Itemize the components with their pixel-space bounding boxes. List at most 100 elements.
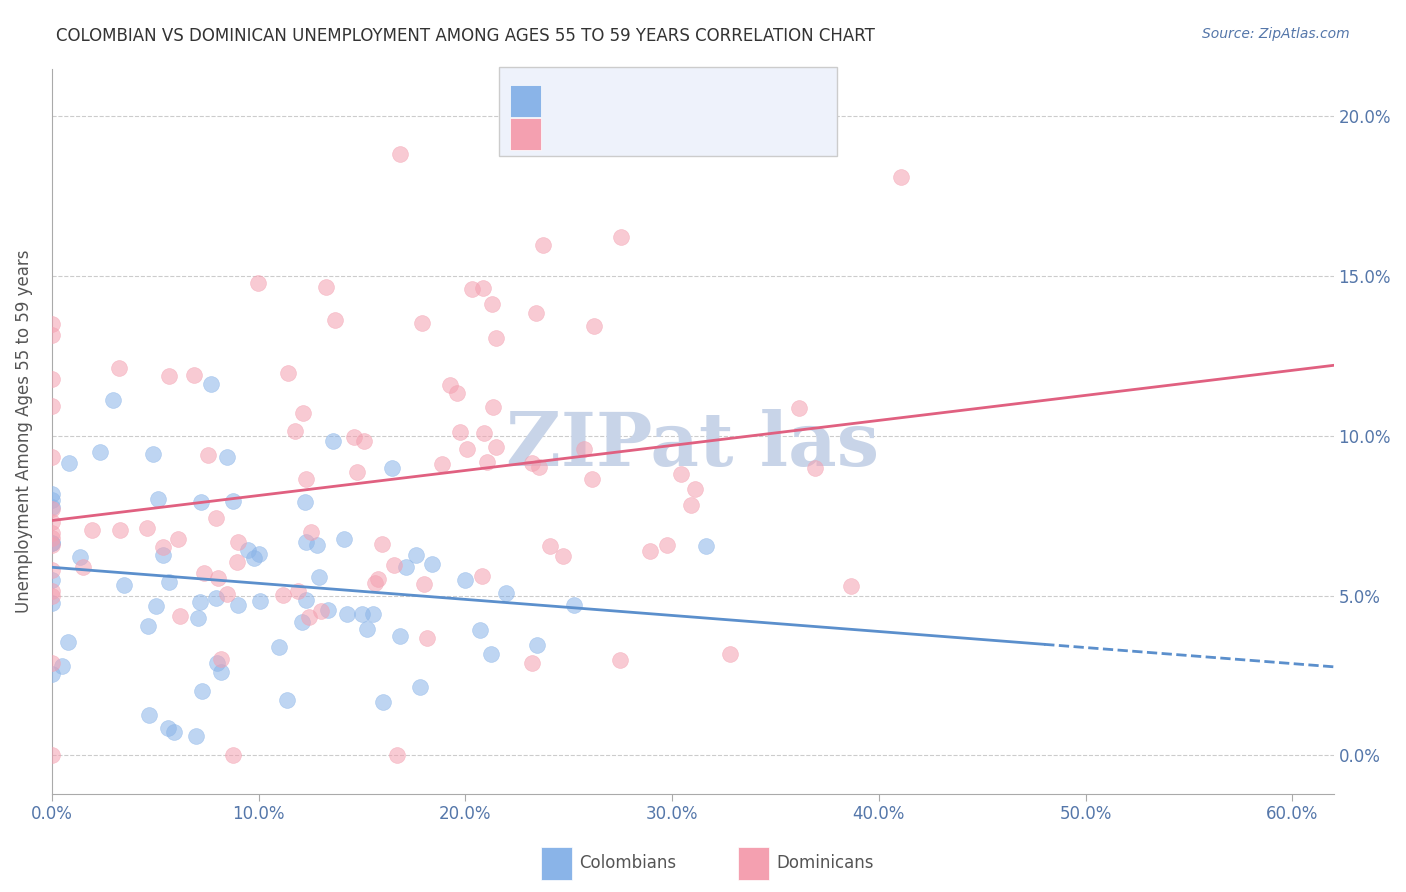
Point [679,498,702,512]
Point [562,598,585,612]
Point [456,442,478,457]
Point [41,573,63,587]
Point [197,448,219,462]
Point [430,457,453,471]
Point [382,558,405,573]
Point [294,494,316,508]
Point [388,146,411,161]
Point [56,635,79,649]
Point [41,493,63,508]
Point [413,576,436,591]
Point [163,725,186,739]
Point [292,406,315,420]
Point [298,610,321,624]
Point [405,548,427,562]
Text: R =: R = [548,92,585,110]
Point [531,237,554,252]
Point [41,502,63,516]
Point [333,533,356,547]
Point [190,495,212,509]
Point [482,401,505,415]
Point [41,450,63,465]
Point [41,539,63,553]
Point [284,425,307,439]
Point [242,551,264,566]
Point [295,593,318,607]
Point [236,542,259,557]
Point [41,372,63,386]
Point [142,447,165,461]
Point [481,297,503,311]
Point [322,434,344,448]
Point [114,577,136,591]
Point [41,666,63,681]
Point [152,540,174,554]
Point [416,632,439,646]
Point [479,647,502,661]
Point [411,317,433,331]
Point [41,525,63,540]
Point [583,319,606,334]
Point [485,440,508,454]
Point [58,456,80,470]
Point [581,472,603,486]
Point [301,524,323,539]
Point [145,599,167,614]
Point [551,549,574,564]
Point [387,748,409,763]
Point [804,460,827,475]
Point [249,594,271,608]
Point [439,378,461,392]
Point [610,229,633,244]
Point [364,575,387,590]
Point [409,681,432,695]
Point [101,392,124,407]
Point [315,279,337,293]
Point [205,511,228,525]
Point [308,570,330,584]
Point [138,619,160,633]
Point [520,456,543,470]
Point [41,500,63,514]
Y-axis label: Unemployment Among Ages 55 to 59 years: Unemployment Among Ages 55 to 59 years [15,250,32,613]
Point [574,442,596,456]
Point [890,170,912,185]
Point [484,331,506,345]
Point [609,653,631,667]
Text: Colombians: Colombians [579,855,676,872]
Point [200,377,222,392]
Point [269,640,291,654]
Point [361,607,384,621]
Text: 94: 94 [721,125,745,143]
Point [193,566,215,580]
Point [526,638,548,652]
Point [82,524,104,538]
Point [472,281,495,295]
Point [41,563,63,577]
Point [787,401,810,416]
Point [157,721,180,735]
Point [522,656,544,670]
Point [475,455,498,469]
Point [380,461,402,475]
Point [41,596,63,610]
Point [352,607,374,622]
Point [41,317,63,331]
Point [277,366,299,380]
Point [420,557,443,571]
Text: ZIPat las: ZIPat las [506,409,879,482]
Point [346,465,368,479]
Point [316,603,339,617]
Point [685,482,707,496]
Point [41,748,63,763]
Point [225,555,247,569]
Point [215,587,238,601]
Point [41,515,63,529]
Point [309,604,332,618]
Point [108,360,131,375]
Point [51,659,73,673]
Point [839,579,862,593]
Point [209,665,232,680]
Point [291,615,314,629]
Point [108,523,131,537]
